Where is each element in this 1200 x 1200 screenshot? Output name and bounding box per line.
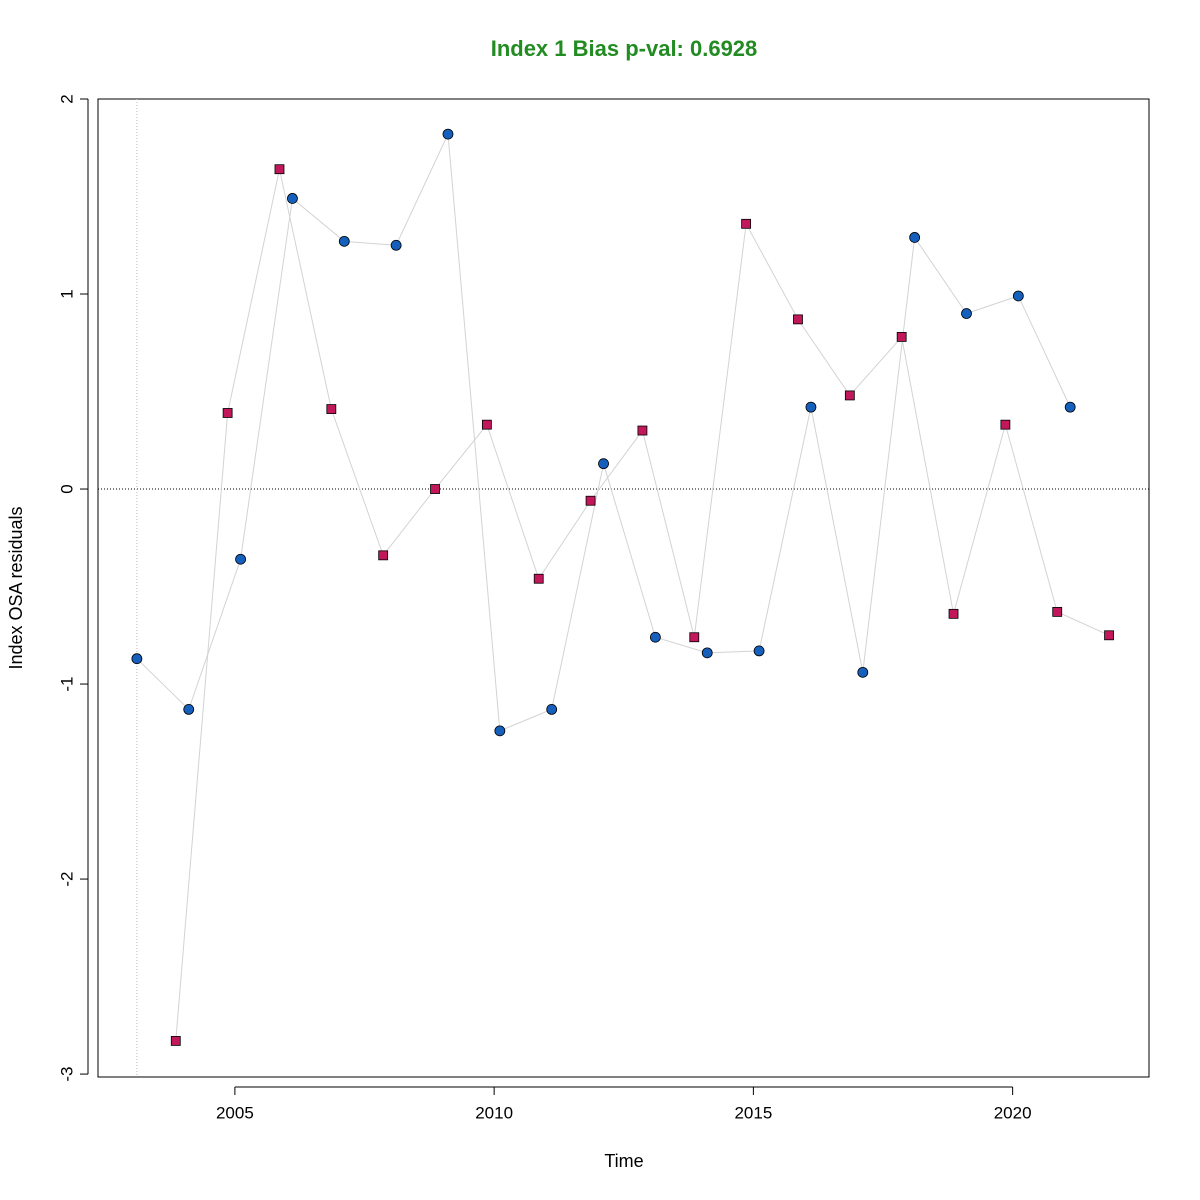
x-tick-label: 2010 (475, 1103, 513, 1122)
point (1000, 419, 1011, 430)
series-line (175, 169, 1110, 1041)
point (701, 647, 713, 659)
point (222, 408, 233, 418)
y-tick-label: 1 (57, 289, 76, 298)
point (533, 573, 544, 584)
y-tick-label: -2 (57, 871, 76, 886)
y-tick-label: -3 (57, 1067, 76, 1082)
point (948, 608, 959, 619)
chart-title: Index 1 Bias p-val: 0.6928 (491, 36, 758, 61)
point (378, 550, 389, 561)
x-tick-label: 2020 (994, 1103, 1032, 1122)
point (390, 239, 402, 251)
point (844, 390, 855, 401)
point (338, 235, 350, 247)
point (481, 419, 492, 430)
point (546, 703, 558, 715)
point (430, 484, 440, 494)
point (1052, 606, 1063, 617)
series-line (136, 132, 1071, 732)
point (326, 404, 337, 414)
point (896, 332, 907, 342)
point (131, 653, 143, 665)
point (287, 193, 298, 204)
point (753, 645, 765, 657)
point (805, 401, 817, 413)
point (1064, 401, 1076, 413)
point (1104, 630, 1114, 641)
point (793, 314, 803, 325)
point (961, 308, 972, 319)
point (741, 218, 752, 229)
point (235, 553, 246, 565)
x-axis-label: Time (604, 1151, 643, 1171)
y-tick-label: 0 (57, 484, 76, 493)
point (1012, 290, 1024, 302)
point (649, 631, 661, 643)
point (909, 232, 921, 243)
x-tick-label: 2005 (216, 1103, 254, 1122)
point (183, 703, 195, 715)
point (585, 495, 596, 506)
y-axis-label: Index OSA residuals (6, 506, 26, 669)
plot-frame (97, 98, 1150, 1078)
point (442, 128, 454, 140)
point (689, 632, 700, 643)
point (857, 666, 869, 678)
x-tick-label: 2015 (734, 1103, 772, 1122)
point (598, 458, 609, 470)
point (274, 164, 285, 175)
y-tick-label: -1 (57, 676, 76, 691)
point (170, 1036, 181, 1046)
y-tick-label: 2 (57, 94, 76, 103)
point (494, 725, 506, 737)
point (637, 425, 648, 436)
